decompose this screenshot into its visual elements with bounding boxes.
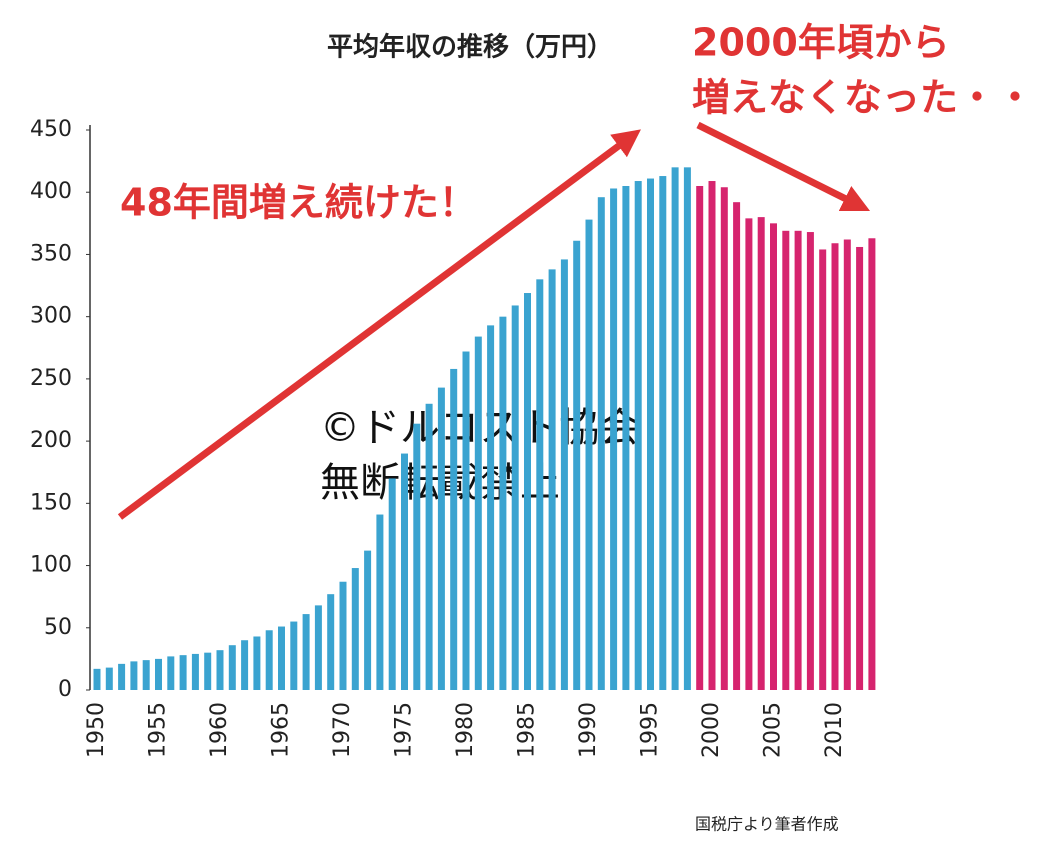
bar (757, 217, 765, 690)
bar (339, 581, 347, 690)
bar (364, 550, 372, 690)
bar (376, 514, 384, 690)
bar (228, 645, 236, 690)
x-tick-label: 1995 (638, 702, 663, 758)
x-tick-label: 1965 (269, 702, 294, 758)
bar (118, 663, 126, 690)
y-tick-label: 250 (30, 366, 72, 391)
bar (524, 293, 531, 690)
bar (560, 259, 568, 690)
bar (610, 188, 618, 690)
x-tick-label: 1970 (330, 702, 355, 758)
bar (351, 568, 359, 690)
bar (191, 653, 199, 690)
bar (585, 219, 593, 690)
bar (302, 614, 310, 690)
bar (511, 305, 519, 690)
y-tick-label: 50 (44, 615, 72, 640)
bar (327, 594, 335, 690)
y-tick-label: 150 (30, 490, 72, 515)
bar (831, 243, 839, 690)
annotation: 48年間増え続けた！ (120, 181, 477, 225)
bar (142, 660, 150, 690)
bar (204, 652, 212, 690)
bar (659, 176, 667, 691)
bar (499, 316, 507, 690)
bar (450, 368, 458, 690)
x-tick-label: 2010 (822, 702, 847, 758)
bar (770, 223, 777, 691)
bar (167, 656, 175, 690)
bar (474, 336, 482, 690)
bar (819, 249, 827, 690)
bar (253, 636, 261, 690)
bar (622, 186, 630, 690)
x-tick-label: 1950 (84, 702, 109, 758)
annotation: 増えなくなった・・・ (692, 76, 1044, 120)
bar (794, 230, 802, 691)
bar (413, 423, 421, 690)
bar (634, 181, 642, 690)
annotation: 2000年頃から (692, 21, 950, 65)
chart-title: 平均年収の推移（万円） (327, 32, 613, 63)
y-tick-label: 300 (30, 304, 72, 329)
y-tick-label: 450 (30, 117, 72, 142)
bar (671, 167, 679, 691)
bar (93, 668, 101, 690)
bar (105, 667, 113, 690)
bar (868, 238, 876, 690)
bar (856, 246, 864, 690)
bar (487, 325, 495, 690)
bar (155, 658, 162, 690)
x-tick-label: 1990 (576, 702, 601, 758)
bar (241, 640, 249, 690)
x-tick-label: 1955 (146, 702, 171, 758)
bar (278, 626, 285, 690)
bar (536, 279, 544, 690)
bar (720, 187, 728, 690)
bar (401, 453, 408, 690)
bar (597, 197, 605, 690)
bar (708, 181, 716, 690)
bar (265, 630, 273, 690)
bar (573, 240, 581, 690)
y-tick-label: 100 (30, 553, 72, 578)
bar (806, 232, 814, 691)
x-tick-label: 2000 (699, 702, 724, 758)
x-tick-label: 2005 (761, 702, 786, 758)
bar (314, 605, 322, 690)
arrow (696, 121, 871, 212)
bar (388, 478, 396, 690)
y-tick-label: 200 (30, 428, 72, 453)
bar (782, 230, 790, 691)
x-tick-label: 1960 (207, 702, 232, 758)
bar (216, 650, 224, 690)
bar (290, 621, 298, 690)
bar (462, 351, 470, 690)
bar (843, 239, 851, 690)
bar (437, 387, 445, 690)
y-tick-label: 400 (30, 179, 72, 204)
bar (647, 178, 654, 691)
bar (745, 218, 753, 690)
source: 国税庁より筆者作成 (695, 815, 839, 834)
y-tick-label: 0 (58, 677, 72, 702)
bar (130, 661, 138, 690)
y-tick-label: 350 (30, 241, 72, 266)
bar (548, 269, 556, 690)
bar (179, 655, 187, 690)
x-tick-label: 1980 (453, 702, 478, 758)
x-tick-label: 1985 (515, 702, 540, 758)
arrow (117, 129, 641, 520)
bar (425, 403, 433, 690)
bar (733, 202, 741, 690)
x-tick-label: 1975 (392, 702, 417, 758)
bar (696, 186, 704, 690)
bar (683, 167, 691, 691)
